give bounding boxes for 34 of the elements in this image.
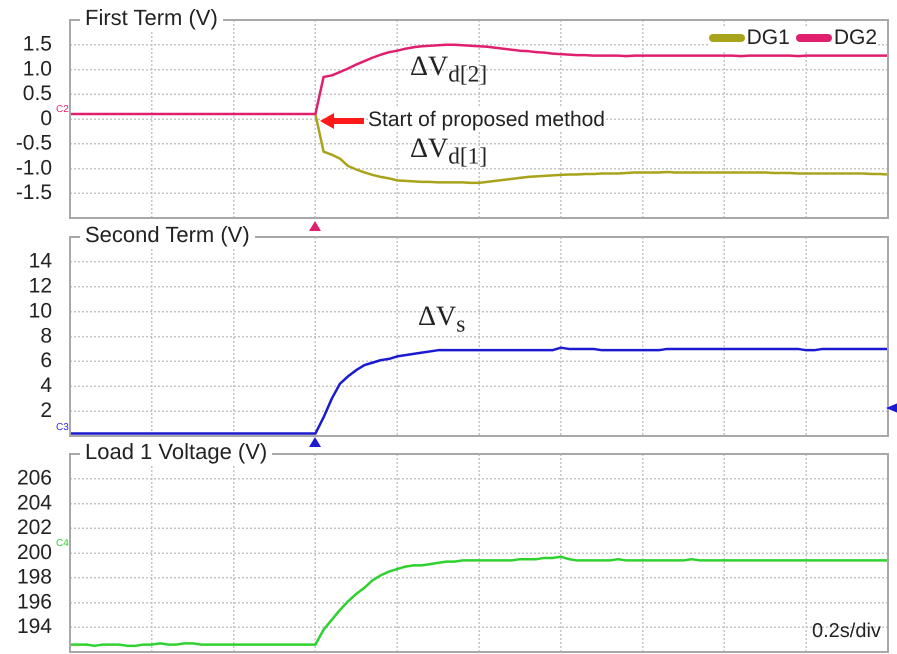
y-tick-label: 204	[16, 491, 52, 514]
annotation: ΔV$_{d[1]}$	[410, 132, 488, 172]
text: C4	[56, 538, 69, 550]
y-tick-label: -1.5	[16, 181, 52, 204]
y-tick-label: 202	[16, 516, 52, 540]
legend-label: DG2	[834, 26, 877, 50]
y-tick-label: 12	[28, 274, 52, 298]
annotation: ΔV$_{s}$	[418, 300, 466, 340]
y-tick-label: 1.0	[22, 57, 52, 80]
annotation: ΔV$_{d[2]}$	[410, 50, 488, 90]
y-tick-label: 6	[40, 349, 52, 372]
annotation: 0.2s/div	[812, 619, 881, 643]
y-tick-label: -0.5	[16, 132, 52, 155]
text: C3	[56, 422, 69, 434]
y-tick-label: -1.0	[16, 156, 52, 180]
y-tick-label: 14	[28, 250, 52, 273]
y-tick-label: 4	[40, 374, 52, 398]
y-tick-label: 194	[16, 615, 52, 638]
y-tick-label: 206	[16, 466, 52, 490]
text: C2	[56, 104, 69, 116]
y-tick-label: 200	[16, 540, 52, 564]
y-tick-label: 2	[40, 398, 52, 422]
annotation: Start of proposed method	[368, 107, 605, 132]
y-tick-label: 8	[40, 324, 52, 348]
y-tick-label: 0	[40, 106, 52, 130]
y-tick-label: 198	[16, 566, 52, 589]
y-tick-label: 1.5	[22, 32, 52, 56]
chart-title: First Term (V)	[80, 5, 223, 31]
chart-title: Load 1 Voltage (V)	[80, 439, 272, 465]
legend-label: DG1	[746, 26, 790, 50]
y-tick-label: 10	[28, 299, 52, 322]
chart-title: Second Term (V)	[80, 222, 255, 248]
y-tick-label: 196	[16, 590, 52, 614]
y-tick-label: 0.5	[22, 82, 52, 106]
